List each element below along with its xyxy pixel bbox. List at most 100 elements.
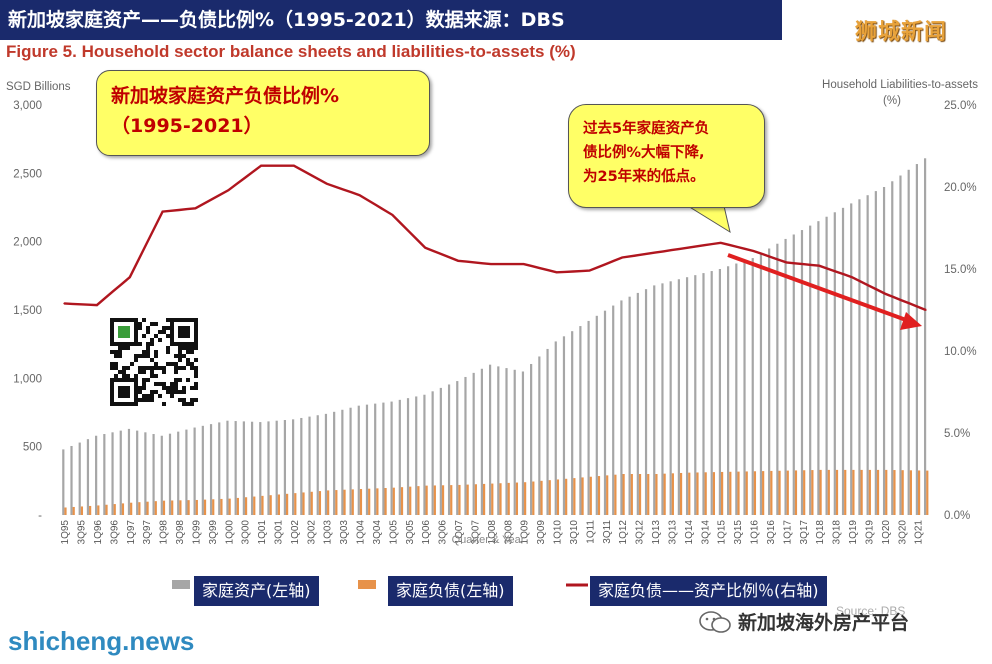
asset-bar (119, 430, 122, 515)
asset-bar (226, 420, 229, 515)
liability-bar (474, 484, 477, 515)
liability-bar (762, 471, 765, 515)
x-tick-label: 3Q20 (897, 520, 908, 545)
y-right-tick-label: 20.0% (944, 182, 977, 194)
asset-bar (464, 376, 467, 515)
asset-bar (923, 158, 927, 516)
site-watermark: shicheng.news (8, 626, 195, 656)
x-tick-label: 3Q05 (405, 520, 416, 545)
liability-bar (376, 488, 379, 515)
qr-module (154, 322, 158, 326)
asset-bar (398, 399, 401, 515)
qr-module (162, 326, 166, 330)
asset-bar (472, 372, 475, 515)
qr-module (174, 386, 178, 390)
qr-module (146, 366, 150, 370)
qr-module (166, 334, 170, 338)
liability-bar (696, 472, 699, 515)
asset-bar (776, 243, 779, 515)
liability-bar (409, 486, 412, 515)
asset-bar (636, 292, 639, 515)
qr-module (162, 330, 166, 334)
liability-bar (433, 485, 436, 515)
x-tick-label: 3Q02 (306, 520, 317, 545)
qr-module (110, 350, 114, 354)
source-note: Source: DBS (836, 604, 906, 618)
qr-module (178, 390, 182, 394)
qr-module (138, 370, 142, 374)
liability-bar (819, 469, 822, 515)
x-tick-label: 1Q10 (553, 520, 564, 545)
qr-code-icon[interactable] (106, 314, 204, 416)
liability-bar (130, 502, 133, 515)
x-tick-label: 1Q96 (93, 520, 104, 545)
x-tick-label: 3Q01 (274, 520, 285, 545)
qr-finder-center (118, 386, 130, 398)
legend-liabilities-swatch (358, 580, 376, 589)
asset-bar (152, 434, 155, 515)
qr-module (142, 334, 146, 338)
liability-bar (384, 488, 387, 515)
bar-series (62, 158, 929, 516)
liability-bar (441, 485, 445, 515)
liability-bar (844, 469, 847, 515)
liability-bar (261, 495, 264, 515)
asset-bar (365, 404, 369, 515)
main-callout-line2: （1995-2021） (111, 115, 263, 137)
brand-logo-text: 狮城新闻 (855, 20, 948, 45)
liability-bar (335, 490, 338, 515)
asset-bar (825, 216, 828, 515)
qr-code-graphic (106, 314, 204, 416)
asset-bar (628, 296, 631, 515)
qr-module (166, 362, 170, 366)
qr-module (150, 398, 154, 402)
legend-assets-label: 家庭资产(左轴) (194, 576, 319, 606)
qr-module (118, 370, 122, 374)
liability-bar (368, 488, 371, 515)
liability-bar (835, 469, 839, 515)
asset-bar (710, 271, 713, 515)
x-tick-label: 1Q07 (454, 520, 465, 545)
qr-module (154, 374, 158, 378)
liability-bar (146, 501, 149, 515)
liability-bar (868, 469, 871, 515)
qr-module (190, 366, 194, 370)
qr-module (166, 346, 170, 350)
asset-bar (456, 381, 459, 515)
liability-bar (310, 491, 313, 515)
liability-bar (655, 474, 658, 515)
qr-module (114, 354, 118, 358)
asset-bar (759, 253, 763, 516)
qr-module (134, 374, 138, 378)
x-tick-label: 1Q14 (684, 520, 695, 545)
qr-module (138, 326, 142, 330)
asset-bar (324, 413, 328, 515)
x-tick-label: 3Q04 (372, 520, 383, 545)
qr-module (154, 354, 158, 358)
asset-bar (677, 279, 680, 515)
asset-bar (620, 300, 623, 515)
asset-bar (111, 432, 114, 515)
liability-bar (417, 486, 420, 515)
asset-bar (858, 199, 861, 516)
asset-bar (193, 427, 196, 515)
asset-bar (546, 348, 549, 515)
qr-module (142, 366, 146, 370)
x-tick-label: 1Q08 (487, 520, 498, 545)
liability-bar (745, 471, 748, 515)
asset-bar (439, 387, 442, 515)
qr-module (150, 370, 154, 374)
x-tick-label: 3Q11 (602, 520, 613, 544)
liability-bar (351, 489, 354, 515)
asset-bar (201, 425, 204, 515)
y-right-axis-label-line2: (%) (883, 95, 901, 107)
wechat-account[interactable]: 新加坡海外房产平台 (698, 608, 909, 635)
qr-module (138, 390, 142, 394)
note-callout-line3: 为25年来的低点。 (583, 169, 705, 185)
asset-bar (267, 421, 270, 515)
x-tick-label: 3Q08 (503, 520, 514, 545)
liability-bar (244, 497, 248, 515)
qr-module (178, 354, 182, 358)
liability-bar (318, 491, 322, 515)
qr-module (178, 398, 182, 402)
